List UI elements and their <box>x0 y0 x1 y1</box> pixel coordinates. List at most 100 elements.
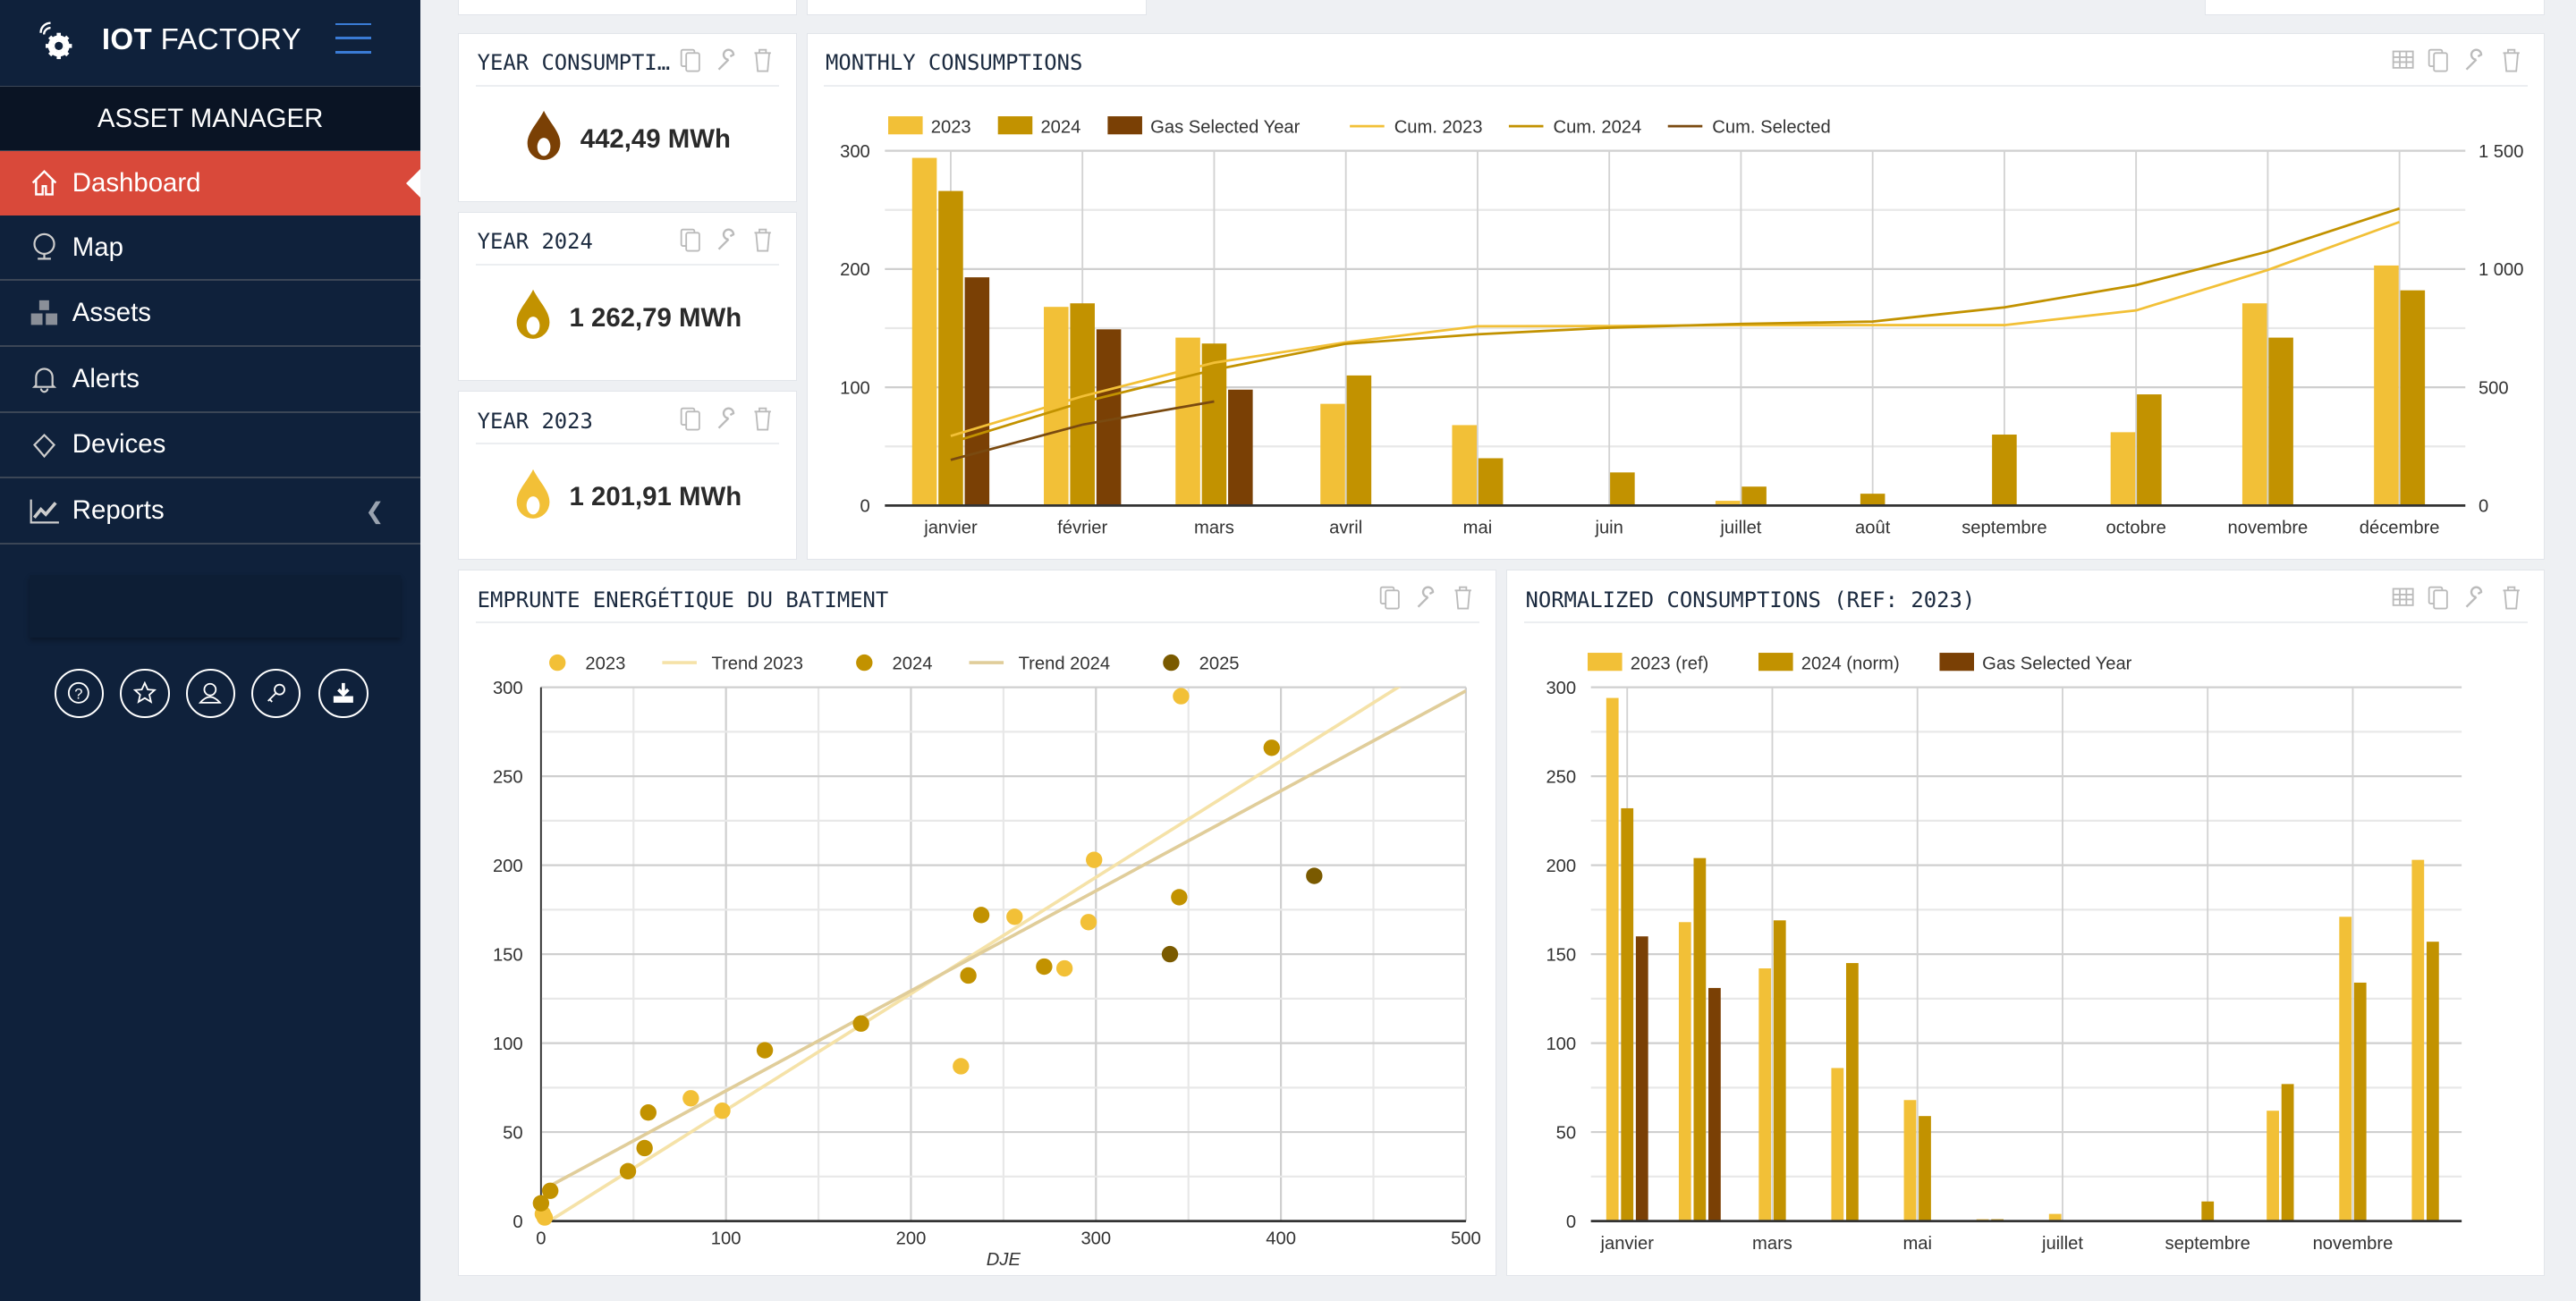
wrench-icon[interactable] <box>714 405 740 431</box>
sidebar-item-reports[interactable]: Reports ❮ <box>0 478 421 545</box>
wrench-icon[interactable] <box>1413 584 1439 610</box>
x-tick-label: juillet <box>2041 1234 2083 1254</box>
bar-gas-selected-year <box>964 276 989 505</box>
wrench-icon[interactable] <box>2462 46 2487 72</box>
point-2023 <box>714 1102 732 1119</box>
bar-2024 <box>1991 434 2017 505</box>
bar-2023-ref- <box>1831 1068 1844 1221</box>
normalized-chart: 0 50 100 150 200 250 300 janvier mars mai juillet s… <box>1546 653 2462 1254</box>
legend-marker <box>549 655 566 672</box>
svg-text:?: ? <box>75 686 83 703</box>
y-tick-label: 0 <box>513 1212 523 1232</box>
y-tick-label: 0 <box>1566 1212 1576 1232</box>
sidebar-item-devices[interactable]: Devices <box>0 413 421 479</box>
home-icon <box>28 167 61 200</box>
widget-tools <box>2390 46 2525 72</box>
flame-drop-icon <box>524 109 564 169</box>
bar-2023-ref- <box>2049 1213 2062 1221</box>
copy-icon[interactable] <box>1377 584 1403 610</box>
bar-2024-norm- <box>2281 1084 2294 1221</box>
point-2024 <box>852 1015 870 1032</box>
kpi-value: 1 262,79 MWh <box>569 302 742 333</box>
x-tick-label: mai <box>1903 1234 1933 1254</box>
point-2024 <box>1264 739 1281 756</box>
sidebar-item-dashboard[interactable]: Dashboard <box>0 151 421 215</box>
x-tick-label: 200 <box>896 1229 927 1248</box>
x-tick-label: septembre <box>2165 1234 2250 1254</box>
y-tick-label: 100 <box>493 1035 523 1054</box>
monthly-chart: 0 100 200 300 janvier février mars avril mai juin… <box>840 115 2523 537</box>
widget-title: YEAR 2024 <box>477 229 593 255</box>
line-cum-selected <box>950 400 1215 461</box>
brand-name[interactable]: IOT FACTORY <box>102 23 301 57</box>
table-icon[interactable] <box>2390 584 2416 610</box>
wrench-icon[interactable] <box>2462 584 2487 610</box>
x-tick-label: mai <box>1462 518 1492 537</box>
point-2024 <box>1036 958 1054 976</box>
point-2024 <box>636 1139 654 1157</box>
legend-label: 2023 (ref) <box>1631 655 1709 674</box>
brand-bold: IOT <box>101 22 153 56</box>
copy-icon[interactable] <box>678 46 704 72</box>
line-cum-2024 <box>950 207 2400 444</box>
bar-2023-ref- <box>2411 859 2425 1221</box>
trash-icon[interactable] <box>750 226 775 252</box>
point-2023 <box>1086 851 1103 868</box>
widget-tools <box>1377 584 1476 610</box>
legend-label: 2024 <box>1040 117 1080 137</box>
trash-icon[interactable] <box>750 46 775 72</box>
year-consumption-widget: YEAR CONSUMPTI… 442,49 MWh <box>458 32 797 202</box>
chevron-left-icon[interactable]: ❮ <box>365 499 385 525</box>
y-tick-label: 50 <box>1556 1124 1576 1144</box>
legend-label: 2023 <box>586 655 626 674</box>
x-tick-label: décembre <box>2360 518 2440 537</box>
table-icon[interactable] <box>2390 46 2416 72</box>
sidebar-item-label: Reports <box>72 495 165 526</box>
trash-icon[interactable] <box>2498 46 2524 72</box>
footprint-scatter-chart: 0 100 200 300 400 500 0 50 100 150 200 250 300 DJE 202… <box>493 655 1481 1271</box>
sidebar-item-label: Map <box>72 232 123 262</box>
point-2024 <box>533 1195 550 1212</box>
copy-icon[interactable] <box>2426 584 2452 610</box>
x-tick-label: 300 <box>1081 1229 1112 1248</box>
copy-icon[interactable] <box>678 226 704 252</box>
legend-marker <box>856 655 873 672</box>
sidebar-item-map[interactable]: Map <box>0 215 421 282</box>
star-icon[interactable] <box>120 668 170 718</box>
legend-swatch <box>887 115 923 134</box>
wrench-icon[interactable] <box>714 46 740 72</box>
bar-2023-ref- <box>1679 922 1691 1221</box>
sidebar-item-alerts[interactable]: Alerts <box>0 347 421 413</box>
year-2023-widget: YEAR 2023 1 201,91 MWh <box>458 391 797 561</box>
wrench-icon[interactable] <box>714 226 740 252</box>
y2-tick-label: 500 <box>2479 378 2509 398</box>
bar-2024-norm- <box>2201 1201 2215 1221</box>
bar-2024 <box>1741 486 1767 505</box>
sidebar-item-assets[interactable]: Assets <box>0 281 421 347</box>
y-tick-label: 200 <box>1546 857 1577 876</box>
y2-tick-label: 0 <box>2479 496 2488 516</box>
bar-2023-ref- <box>1606 697 1619 1221</box>
y-tick-label: 0 <box>860 496 869 516</box>
bar-2024-norm- <box>1774 920 1786 1221</box>
menu-toggle-icon[interactable] <box>335 22 372 65</box>
sidebar-item-label: Dashboard <box>72 167 201 198</box>
point-2023 <box>1173 688 1191 705</box>
point-2024 <box>542 1182 559 1200</box>
x-tick-label: mars <box>1752 1234 1792 1254</box>
chart-icon <box>28 494 61 528</box>
user-icon[interactable] <box>185 668 235 718</box>
copy-icon[interactable] <box>678 405 704 431</box>
x-tick-label: juin <box>1594 518 1623 537</box>
trash-icon[interactable] <box>2498 584 2524 610</box>
download-icon[interactable] <box>318 668 369 718</box>
key-icon[interactable] <box>251 668 301 718</box>
help-icon[interactable]: ? <box>54 668 105 718</box>
y-tick-label: 250 <box>1546 768 1577 788</box>
trash-icon[interactable] <box>1450 584 1476 610</box>
copy-icon[interactable] <box>2426 46 2452 72</box>
bar-2024-norm- <box>1621 808 1634 1221</box>
trash-icon[interactable] <box>750 405 775 431</box>
x-tick-label: janvier <box>923 518 978 537</box>
partial-card <box>458 0 797 15</box>
